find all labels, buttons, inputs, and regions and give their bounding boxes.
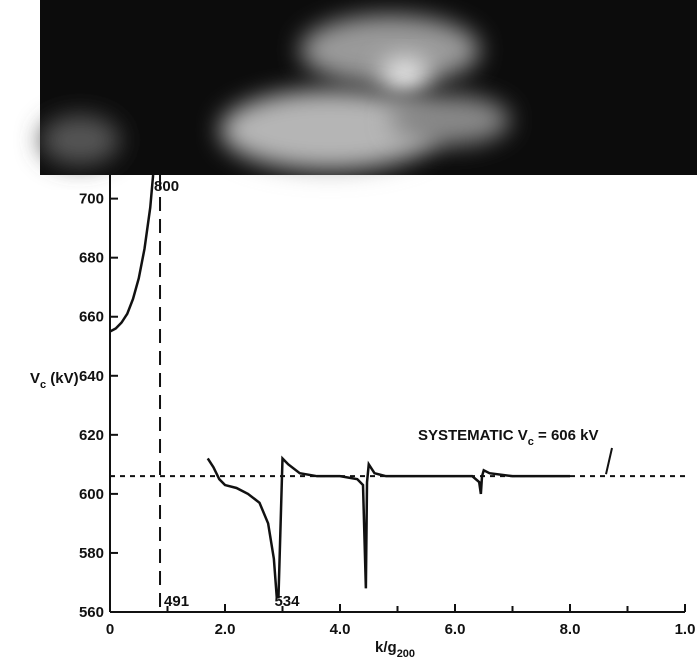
- annotation: 491: [164, 593, 189, 610]
- y-axis-label-rest: (kV): [46, 370, 79, 387]
- x-axis-label: k/g200: [375, 639, 415, 660]
- x-tick-label: 1.0: [675, 621, 696, 638]
- photo-strip: [40, 0, 697, 175]
- x-axis-label-sub: 200: [397, 648, 415, 660]
- x-tick-label: 4.0: [330, 621, 351, 638]
- x-axis-label-main: k/g: [375, 639, 397, 656]
- annotation-main: SYSTEMATIC V: [418, 427, 528, 444]
- x-tick-label: 2.0: [215, 621, 236, 638]
- annotation-sub: c: [528, 436, 534, 448]
- y-tick-label: 700: [79, 191, 104, 208]
- y-tick-label: 660: [79, 309, 104, 326]
- x-tick-label: 8.0: [560, 621, 581, 638]
- data-line: [206, 455, 570, 599]
- y-tick-label: 640: [79, 368, 104, 385]
- annotation: 800: [154, 178, 179, 195]
- x-tick-label: 0: [106, 621, 114, 638]
- annotation-rest: = 606 kV: [534, 427, 599, 444]
- y-axis-label-main: V: [30, 370, 40, 387]
- y-tick-label: 580: [79, 545, 104, 562]
- x-tick-label: 6.0: [445, 621, 466, 638]
- y-tick-label: 620: [79, 427, 104, 444]
- y-axis-label: Vc (kV): [30, 370, 79, 391]
- annotation: 534: [274, 593, 300, 610]
- y-tick-label: 600: [79, 486, 104, 503]
- annotation-arrow: [605, 447, 613, 475]
- y-axis-label-sub: c: [40, 379, 46, 391]
- annotation: SYSTEMATIC Vc = 606 kV: [418, 427, 599, 448]
- data-line: [109, 174, 155, 333]
- y-tick-label: 560: [79, 604, 104, 621]
- y-tick-label: 680: [79, 250, 104, 267]
